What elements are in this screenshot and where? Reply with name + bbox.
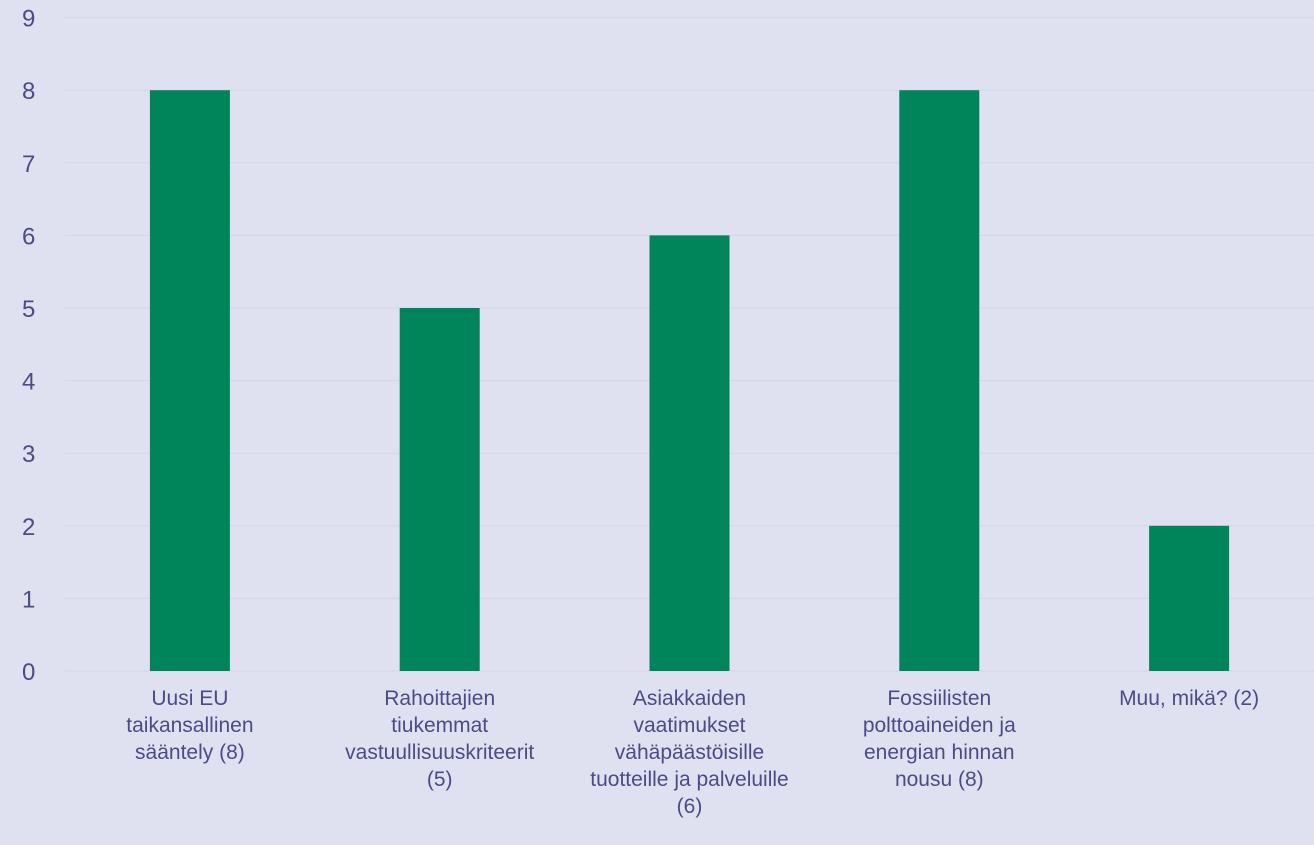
y-tick-label: 0 [22,659,35,686]
x-tick-label-line: vähäpäästöisille [615,741,764,764]
x-tick-label-line: (5) [427,768,453,791]
x-tick-label: Rahoittajien tiukemmat vastuullisuuskritee… [345,687,534,791]
x-tick-label-line: vastuullisuuskriteerit [345,741,534,764]
y-tick-label: 2 [22,514,35,541]
bar [649,235,730,671]
x-tick-label-line: Uusi EU [151,687,228,710]
y-axis: 0 1 2 3 4 5 6 7 8 9 [22,6,35,686]
y-tick-label: 5 [22,296,35,323]
x-tick-label-line: tiukemmat [391,714,488,737]
x-tick-label: Muu, mikä? (2) [1119,687,1259,710]
y-tick-label: 3 [22,441,35,468]
bar [899,90,980,671]
bars [149,90,1230,671]
x-tick-label-line: polttoaineiden ja [863,714,1016,737]
x-tick-label-line: taikansallinen [126,714,253,737]
y-tick-label: 9 [22,6,35,33]
x-tick-label-line: sääntely (8) [135,741,245,764]
x-axis: Uusi EU taikansallinen sääntely (8) Rahoitt… [126,687,1259,818]
x-tick-label-line: nousu (8) [895,768,984,791]
y-tick-label: 6 [22,223,35,250]
bar [149,90,230,671]
x-tick-label-line: energian hinnan [864,741,1015,764]
y-tick-label: 8 [22,78,35,105]
x-tick-label-line: (6) [677,795,703,818]
x-tick-label: Fossiilisten polttoaineiden ja energian hi… [863,687,1016,791]
x-tick-label-line: vaatimukset [633,714,745,737]
bar [1149,525,1230,671]
x-tick-label: Uusi EU taikansallinen sääntely (8) [126,687,253,764]
bar [399,308,480,671]
y-tick-label: 1 [22,586,35,613]
x-tick-label-line: Muu, mikä? (2) [1119,687,1259,710]
x-tick-label-line: Asiakkaiden [633,687,746,710]
x-tick-label-line: tuotteille ja palveluille [590,768,788,791]
x-tick-label: Asiakkaiden vaatimukset vähäpäästöisille tu… [590,687,788,818]
y-tick-label: 7 [22,151,35,178]
x-tick-label-line: Rahoittajien [384,687,495,710]
y-tick-label: 4 [22,369,35,396]
x-tick-label-line: Fossiilisten [887,687,991,710]
